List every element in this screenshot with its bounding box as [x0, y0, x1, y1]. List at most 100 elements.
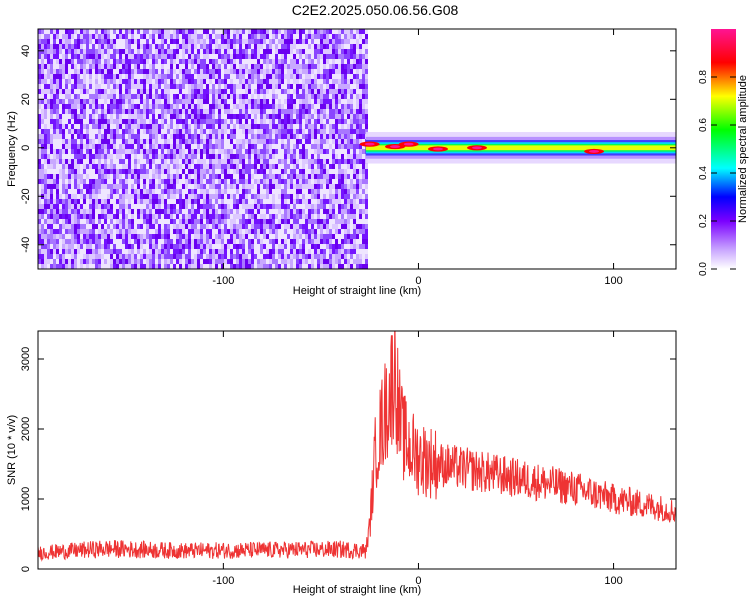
noise-cell [119, 149, 122, 154]
noise-cell [323, 159, 326, 164]
noise-cell [65, 254, 68, 259]
noise-cell [83, 159, 86, 164]
noise-cell [170, 79, 173, 84]
noise-cell [281, 119, 284, 124]
noise-cell [158, 234, 161, 239]
noise-cell [98, 194, 101, 199]
noise-cell [209, 39, 212, 44]
noise-cell [188, 184, 191, 189]
noise-cell [239, 119, 242, 124]
noise-cell [218, 144, 221, 149]
noise-cell [149, 139, 152, 144]
noise-cell [107, 239, 110, 244]
noise-cell [242, 84, 245, 89]
noise-cell [239, 179, 242, 184]
noise-cell [233, 74, 236, 79]
noise-cell [320, 44, 323, 49]
noise-cell [149, 224, 152, 229]
noise-cell [89, 159, 92, 164]
noise-cell [284, 139, 287, 144]
noise-cell [86, 89, 89, 94]
noise-cell [341, 79, 344, 84]
noise-cell [299, 104, 302, 109]
noise-cell [233, 204, 236, 209]
noise-cell [311, 144, 314, 149]
noise-cell [47, 264, 50, 269]
noise-cell [269, 264, 272, 269]
noise-cell [113, 149, 116, 154]
noise-cell [113, 244, 116, 249]
noise-cell [230, 49, 233, 54]
noise-cell [266, 119, 269, 124]
noise-cell [62, 89, 65, 94]
noise-cell [107, 224, 110, 229]
noise-cell [137, 104, 140, 109]
noise-cell [344, 49, 347, 54]
noise-cell [281, 149, 284, 154]
noise-cell [71, 169, 74, 174]
noise-cell [308, 34, 311, 39]
noise-cell [50, 69, 53, 74]
noise-cell [122, 184, 125, 189]
noise-cell [53, 169, 56, 174]
noise-cell [239, 224, 242, 229]
noise-cell [119, 94, 122, 99]
noise-cell [92, 104, 95, 109]
noise-cell [164, 114, 167, 119]
noise-cell [140, 114, 143, 119]
noise-cell [185, 259, 188, 264]
noise-cell [128, 29, 131, 34]
noise-cell [170, 164, 173, 169]
noise-cell [266, 54, 269, 59]
noise-cell [116, 254, 119, 259]
noise-cell [299, 234, 302, 239]
noise-cell [101, 134, 104, 139]
noise-cell [47, 124, 50, 129]
noise-cell [176, 224, 179, 229]
noise-cell [215, 99, 218, 104]
noise-cell [323, 229, 326, 234]
noise-cell [275, 124, 278, 129]
noise-cell [173, 119, 176, 124]
noise-cell [290, 109, 293, 114]
noise-cell [317, 239, 320, 244]
noise-cell [335, 194, 338, 199]
noise-cell [209, 174, 212, 179]
noise-cell [152, 169, 155, 174]
noise-cell [332, 99, 335, 104]
noise-cell [203, 49, 206, 54]
noise-cell [125, 194, 128, 199]
noise-cell [194, 129, 197, 134]
noise-cell [56, 159, 59, 164]
noise-cell [38, 94, 41, 99]
noise-cell [68, 144, 71, 149]
noise-cell [320, 169, 323, 174]
noise-cell [329, 99, 332, 104]
noise-cell [296, 109, 299, 114]
noise-cell [254, 209, 257, 214]
noise-cell [230, 119, 233, 124]
noise-cell [215, 59, 218, 64]
noise-cell [71, 159, 74, 164]
noise-cell [110, 219, 113, 224]
noise-cell [251, 214, 254, 219]
noise-cell [191, 144, 194, 149]
noise-cell [107, 234, 110, 239]
noise-cell [308, 159, 311, 164]
noise-cell [170, 179, 173, 184]
noise-cell [290, 84, 293, 89]
noise-cell [62, 259, 65, 264]
noise-cell [41, 219, 44, 224]
noise-cell [44, 239, 47, 244]
noise-cell [125, 229, 128, 234]
noise-cell [236, 94, 239, 99]
noise-cell [77, 169, 80, 174]
noise-cell [113, 184, 116, 189]
noise-cell [344, 244, 347, 249]
noise-cell [104, 239, 107, 244]
noise-cell [338, 79, 341, 84]
noise-cell [86, 264, 89, 269]
noise-cell [176, 214, 179, 219]
noise-cell [80, 139, 83, 144]
noise-cell [332, 149, 335, 154]
